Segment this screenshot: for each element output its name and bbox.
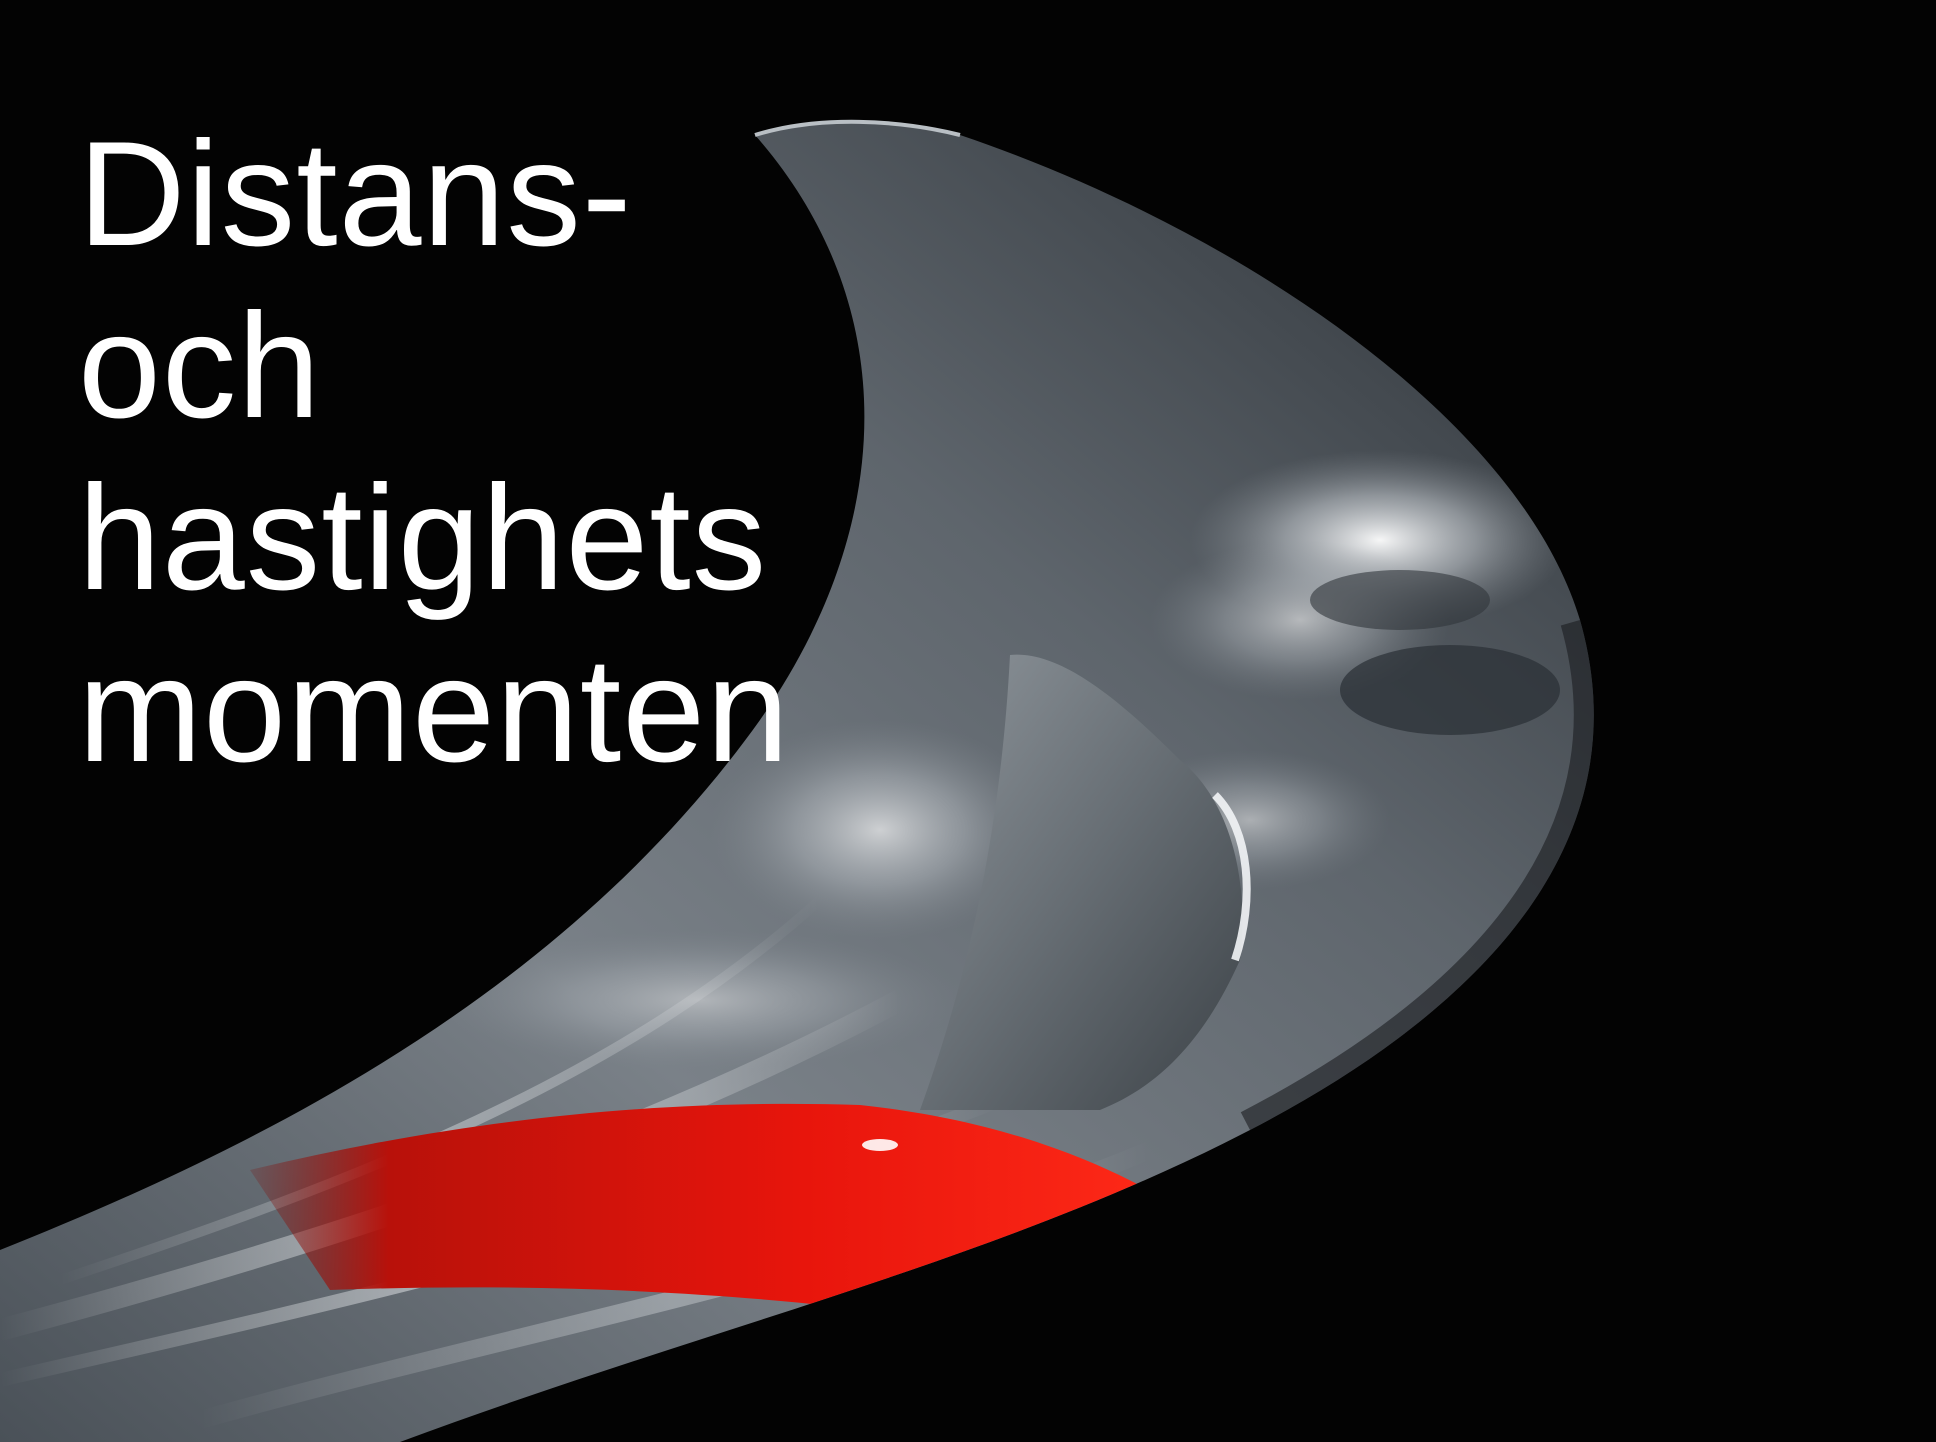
title-line-3: hastighets (78, 454, 768, 621)
title-line-4: momenten (78, 626, 790, 793)
title-line-2: och (78, 282, 322, 449)
title-line-1: Distans- (78, 110, 633, 277)
slide-title: Distans- och hastighets momenten (78, 108, 790, 796)
